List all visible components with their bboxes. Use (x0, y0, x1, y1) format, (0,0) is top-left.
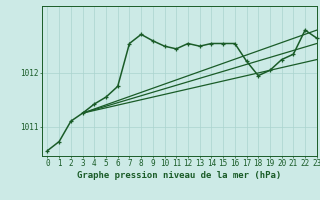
X-axis label: Graphe pression niveau de la mer (hPa): Graphe pression niveau de la mer (hPa) (77, 171, 281, 180)
